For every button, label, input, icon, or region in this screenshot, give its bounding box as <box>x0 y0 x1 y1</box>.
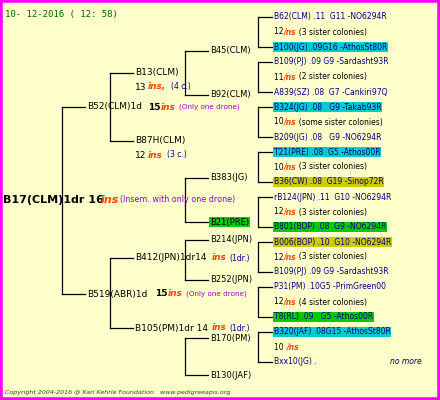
Text: (3 sister colonies): (3 sister colonies) <box>294 162 367 172</box>
Text: (2 sister colonies): (2 sister colonies) <box>294 72 367 82</box>
Text: B17(CLM)1dr 16: B17(CLM)1dr 16 <box>3 195 104 205</box>
Text: T21(PRE) .08  G5 -Athos00R: T21(PRE) .08 G5 -Athos00R <box>274 148 381 156</box>
Text: (1dr.): (1dr.) <box>229 254 249 262</box>
Text: (Only one drone): (Only one drone) <box>186 291 247 297</box>
Text: ins: ins <box>148 150 163 160</box>
Text: 15: 15 <box>155 290 168 298</box>
Text: 12: 12 <box>135 150 147 160</box>
Text: B209(JG) .08   G9 -NO6294R: B209(JG) .08 G9 -NO6294R <box>274 132 381 142</box>
Text: (1dr.): (1dr.) <box>229 324 249 332</box>
Text: B109(PJ) .09 G9 -Sardasht93R: B109(PJ) .09 G9 -Sardasht93R <box>274 268 389 276</box>
Text: B45(CLM): B45(CLM) <box>210 46 251 56</box>
Text: 10: 10 <box>274 162 286 172</box>
Text: /ns: /ns <box>284 118 297 126</box>
Text: (3 sister colonies): (3 sister colonies) <box>294 28 367 36</box>
Text: B92(CLM): B92(CLM) <box>210 90 251 100</box>
Text: /ns: /ns <box>287 342 300 352</box>
Text: /ns: /ns <box>284 162 297 172</box>
Text: 12: 12 <box>274 252 286 262</box>
Text: /ns: /ns <box>284 28 297 36</box>
Text: ins: ins <box>212 254 227 262</box>
Text: 13: 13 <box>135 82 147 92</box>
Text: B519(ABR)1d: B519(ABR)1d <box>87 290 147 298</box>
Text: B87H(CLM): B87H(CLM) <box>135 136 185 146</box>
Text: B36(CW) .08  G19 -Sinop72R: B36(CW) .08 G19 -Sinop72R <box>274 178 384 186</box>
Text: no more: no more <box>390 358 422 366</box>
Text: B52(CLM)1d: B52(CLM)1d <box>87 102 142 112</box>
Text: 12: 12 <box>274 28 286 36</box>
Text: B170(PM): B170(PM) <box>210 334 251 342</box>
Text: (4 c.): (4 c.) <box>171 82 191 92</box>
Text: Copyright 2004-2016 @ Karl Kehrle Foundation   www.pedigreeapis.org: Copyright 2004-2016 @ Karl Kehrle Founda… <box>5 390 231 395</box>
Text: B105(PM)1dr 14: B105(PM)1dr 14 <box>135 324 208 332</box>
Text: P31(PM) .10G5 -PrimGreen00: P31(PM) .10G5 -PrimGreen00 <box>274 282 386 292</box>
Text: B320(JAF) .08G15 -AthosSt80R: B320(JAF) .08G15 -AthosSt80R <box>274 328 391 336</box>
Text: B13(CLM): B13(CLM) <box>135 68 179 78</box>
Text: B324(JG) .08   G9 -Takab93R: B324(JG) .08 G9 -Takab93R <box>274 102 381 112</box>
Text: /ns: /ns <box>284 298 297 306</box>
Text: B252(JPN): B252(JPN) <box>210 276 252 284</box>
Text: (3 sister colonies): (3 sister colonies) <box>294 252 367 262</box>
Text: B100(JG) .09G16 -AthosSt80R: B100(JG) .09G16 -AthosSt80R <box>274 42 387 52</box>
Text: /ns: /ns <box>284 72 297 82</box>
Text: B801(BOP) .08  G9 -NO6294R: B801(BOP) .08 G9 -NO6294R <box>274 222 386 232</box>
Text: B130(JAF): B130(JAF) <box>210 370 251 380</box>
Text: A839(SZ) .08  G7 -Cankiri97Q: A839(SZ) .08 G7 -Cankiri97Q <box>274 88 388 96</box>
Text: 15: 15 <box>148 102 161 112</box>
Text: 10: 10 <box>274 118 286 126</box>
Text: 12: 12 <box>274 298 286 306</box>
Text: T8(RL) .09   G5 -Athos00R: T8(RL) .09 G5 -Athos00R <box>274 312 373 322</box>
Text: /ns: /ns <box>284 252 297 262</box>
Text: (Insem. with only one drone): (Insem. with only one drone) <box>120 196 235 204</box>
Text: (some sister colonies): (some sister colonies) <box>294 118 382 126</box>
Text: B006(BOP) .10  G10 -NO6294R: B006(BOP) .10 G10 -NO6294R <box>274 238 391 246</box>
Text: ins: ins <box>168 290 183 298</box>
Text: (3 sister colonies): (3 sister colonies) <box>294 208 367 216</box>
Text: B214(JPN): B214(JPN) <box>210 236 252 244</box>
Text: 12: 12 <box>274 208 286 216</box>
Text: ins,: ins, <box>148 82 166 92</box>
Text: B62(CLM) .11  G11 -NO6294R: B62(CLM) .11 G11 -NO6294R <box>274 12 387 22</box>
Text: /ns: /ns <box>284 208 297 216</box>
Text: ins: ins <box>212 324 227 332</box>
Text: B109(PJ) .09 G9 -Sardasht93R: B109(PJ) .09 G9 -Sardasht93R <box>274 58 389 66</box>
Text: (3 c.): (3 c.) <box>167 150 187 160</box>
Text: B21(PRE): B21(PRE) <box>210 218 249 226</box>
Text: B412(JPN)1dr14: B412(JPN)1dr14 <box>135 254 206 262</box>
Text: (Only one drone): (Only one drone) <box>179 104 240 110</box>
Text: ins: ins <box>161 102 176 112</box>
Text: Bxx10(JG) .: Bxx10(JG) . <box>274 358 317 366</box>
Text: 10: 10 <box>274 342 288 352</box>
Text: (4 sister colonies): (4 sister colonies) <box>294 298 367 306</box>
Text: 11: 11 <box>274 72 286 82</box>
Text: 10- 12-2016 ( 12: 58): 10- 12-2016 ( 12: 58) <box>5 10 118 19</box>
Text: ins: ins <box>101 195 119 205</box>
Text: B383(JG): B383(JG) <box>210 174 247 182</box>
Text: rB124(JPN) .11  G10 -NO6294R: rB124(JPN) .11 G10 -NO6294R <box>274 192 391 202</box>
